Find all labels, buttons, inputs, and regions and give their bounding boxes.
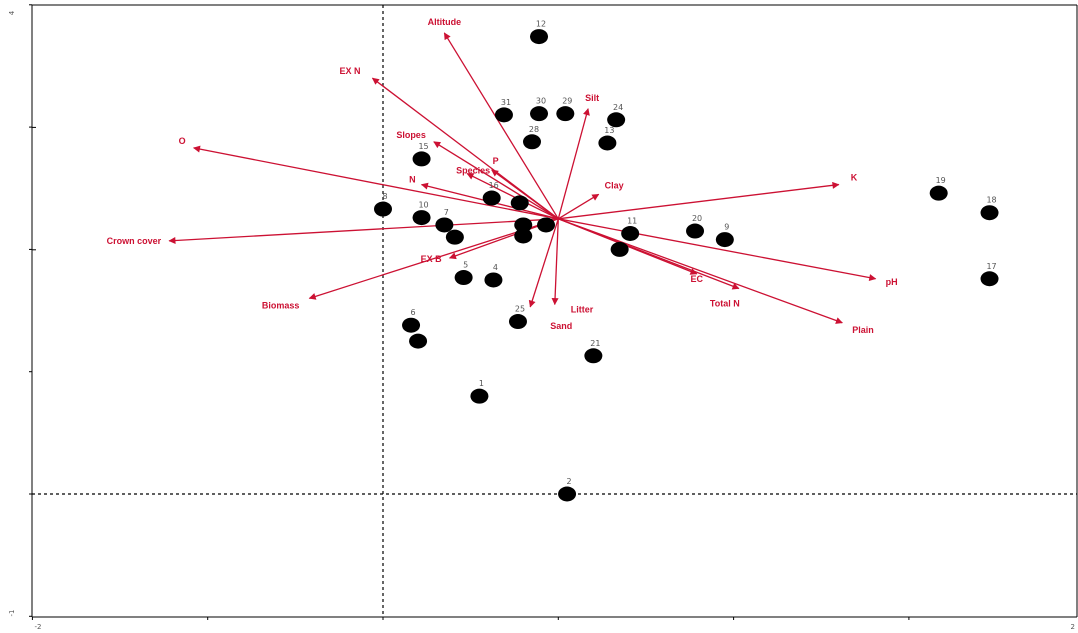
- vector-crown-cover: [168, 218, 559, 244]
- site-point: [374, 201, 392, 217]
- site-label: 12: [536, 20, 546, 29]
- site-points: [374, 29, 999, 502]
- site-point: [494, 107, 513, 123]
- site-point: [484, 272, 503, 288]
- site-point: [686, 223, 705, 239]
- site-label: 9: [724, 223, 729, 232]
- axis-ticks: -2 2 -1 4: [8, 4, 1075, 631]
- vector-label-silt: Silt: [585, 93, 599, 103]
- vector-altitude: [443, 32, 559, 220]
- vector-species: [466, 172, 559, 220]
- site-point: [980, 205, 999, 221]
- vector-label-ex-b: EX B: [421, 254, 443, 264]
- vector-label-altitude: Altitude: [428, 17, 462, 27]
- vector-slopes: [433, 141, 559, 220]
- site-point: [510, 195, 529, 211]
- site-label: 25: [515, 305, 525, 314]
- site-point: [584, 348, 603, 364]
- site-point: [530, 106, 549, 122]
- vector-label-ex-n: EX N: [339, 66, 360, 76]
- site-label: 17: [986, 262, 996, 271]
- site-label: 10: [418, 201, 428, 210]
- site-point: [409, 333, 428, 349]
- vector-label-total-n: Total N: [710, 299, 740, 309]
- site-point: [445, 229, 464, 245]
- x-tick-label: 2: [1071, 623, 1075, 631]
- site-point: [980, 271, 999, 287]
- site-point: [558, 486, 577, 502]
- reference-lines: [32, 5, 1077, 617]
- site-point: [598, 135, 617, 151]
- site-point: [514, 228, 533, 244]
- vector-label-slopes: Slopes: [396, 130, 426, 140]
- vector-label-k: K: [851, 173, 858, 183]
- vector-label-n: N: [409, 175, 416, 185]
- site-point: [470, 388, 489, 404]
- vector-label-ph: pH: [886, 277, 898, 287]
- x-tick-label: -2: [35, 623, 42, 631]
- site-label: 30: [536, 97, 546, 106]
- site-label: 29: [562, 97, 572, 106]
- site-label: 7: [444, 208, 449, 217]
- vector-label-species: Species: [456, 166, 490, 176]
- site-point: [402, 317, 421, 333]
- site-point: [482, 190, 501, 206]
- y-tick-label: 4: [8, 10, 16, 15]
- site-label: 15: [418, 142, 428, 151]
- site-point: [621, 226, 640, 242]
- site-point: [514, 217, 533, 233]
- site-point: [530, 29, 549, 45]
- site-point: [715, 232, 734, 248]
- site-point: [607, 112, 626, 128]
- vector-label-o: O: [179, 136, 186, 146]
- vector-k: [558, 181, 840, 220]
- site-label: 4: [493, 263, 498, 272]
- vector-sand: [528, 218, 559, 308]
- vector-silt: [557, 108, 590, 219]
- vector-clay: [557, 193, 600, 220]
- vector-label-clay: Clay: [605, 180, 624, 190]
- vector-label-crown-cover: Crown cover: [107, 236, 162, 246]
- site-point: [610, 241, 629, 257]
- vector-label-plain: Plain: [852, 325, 874, 335]
- site-point: [556, 106, 575, 122]
- vector-litter: [551, 218, 559, 306]
- site-label: 20: [692, 214, 702, 223]
- vector-label-litter: Litter: [571, 304, 594, 314]
- site-label: 16: [489, 181, 499, 190]
- site-label: 18: [986, 196, 996, 205]
- site-label: 31: [501, 98, 511, 107]
- site-point: [537, 217, 556, 233]
- site-label: 19: [936, 176, 946, 185]
- site-point: [412, 210, 431, 226]
- site-label: 11: [627, 217, 637, 226]
- site-label: 24: [613, 103, 623, 112]
- site-label: 28: [529, 125, 539, 134]
- vector-p: [491, 169, 559, 220]
- site-label: 2: [567, 477, 572, 486]
- site-point: [508, 314, 527, 330]
- site-point: [435, 217, 454, 233]
- site-label: 1: [479, 379, 484, 388]
- site-label: 6: [411, 308, 416, 317]
- site-point: [523, 134, 542, 150]
- vector-label-sand: Sand: [550, 321, 572, 331]
- site-label: 5: [463, 261, 468, 270]
- y-tick-label: -1: [8, 610, 16, 617]
- vector-label-p: P: [493, 156, 499, 166]
- vector-o: [192, 145, 559, 220]
- site-point: [412, 151, 431, 167]
- vector-label-ec: EC: [691, 274, 704, 284]
- site-label: 21: [590, 339, 600, 348]
- vector-ph: [558, 218, 877, 282]
- site-point: [929, 185, 948, 201]
- site-label: 8: [382, 192, 387, 201]
- site-label: 13: [604, 126, 614, 135]
- vector-label-biomass: Biomass: [262, 300, 300, 310]
- vector-plain: [558, 218, 843, 324]
- site-point: [454, 270, 473, 286]
